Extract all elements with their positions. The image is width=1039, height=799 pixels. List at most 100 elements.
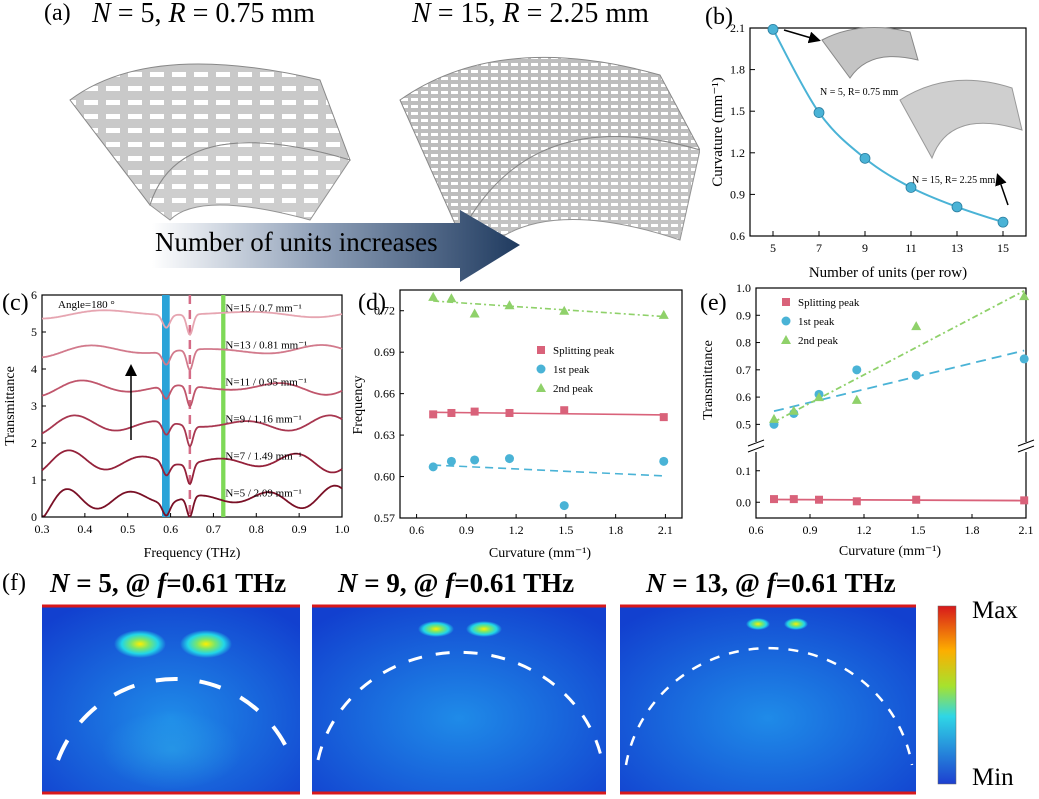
chart-d-ytick-label: 0.60 (374, 470, 395, 484)
chart-e-fit-line (773, 498, 1025, 502)
chart-d-point (428, 291, 439, 301)
chart-c-xtick-label: 0.5 (120, 522, 135, 536)
chart-c-xtick-label: 0.3 (35, 522, 50, 536)
chart-e-ylabel: Transmittance (701, 340, 716, 420)
chart-d-fit-line (433, 300, 664, 318)
blue-band (162, 295, 170, 517)
chart-e-point (911, 321, 922, 331)
chart-b-point (813, 107, 825, 118)
chart-d-ytick-label: 0.63 (374, 428, 395, 442)
chart-e-legend-marker (782, 298, 790, 306)
chart-e-point (770, 495, 778, 504)
chart-c-series-label: N=15 / 0.7 mm⁻¹ (225, 303, 301, 315)
chart-b-xtick-label: 7 (816, 241, 822, 255)
chart-d-point (505, 408, 514, 417)
chart-b-ytick-label: 1.5 (730, 104, 745, 118)
inset-small-cylinder (821, 27, 919, 79)
panel-a-left-title: N = 5, R = 0.75 mm (92, 0, 315, 29)
chart-c-ylabel: Transmittance (3, 366, 18, 446)
chart-e-legend-label: 2nd peak (798, 335, 839, 347)
map-3-title: N = 13, @ f=0.61 THz (646, 568, 896, 598)
green-band (221, 295, 226, 517)
chart-c-series-line (41, 344, 343, 372)
chart-e-point (851, 394, 862, 404)
annot-top: N = 5, R= 0.75 mm (820, 87, 898, 98)
chart-e-fit-line (773, 349, 1025, 413)
chart-e-point (1020, 496, 1029, 505)
panel-a-illustration (69, 56, 700, 282)
colorbar-max-label: Max (972, 597, 1018, 624)
chart-b-ylabel: Curvature (mm⁻¹) (710, 77, 726, 186)
chart-e-frame (755, 287, 1027, 519)
panel-a-right-title: N = 15, R = 2.25 mm (412, 0, 649, 29)
chart-b-point (997, 216, 1009, 228)
chart-e-point (769, 413, 779, 423)
chart-e-legend-marker (781, 335, 791, 344)
chart-d-point (504, 454, 514, 464)
chart-b-xtick-label: 13 (951, 241, 963, 255)
field-map-3 (620, 604, 916, 795)
chart-b-xtick-label: 15 (997, 241, 1009, 255)
chart-c-ytick-label: 3 (31, 399, 37, 413)
chart-c-series-label: N=5 / 2.09 mm⁻¹ (225, 488, 301, 500)
chart-e-xlabel: Curvature (mm⁻¹) (839, 544, 942, 559)
chart-d-point (559, 501, 569, 511)
chart-d-xlabel: Curvature (mm⁻¹) (489, 546, 592, 561)
chart-b-xtick-label: 5 (770, 241, 776, 255)
chart-e-xtick-label: 2.1 (1019, 523, 1034, 537)
chart-b-point (859, 152, 871, 164)
chart-c-series-line (41, 414, 343, 448)
chart-e-point (815, 495, 823, 504)
chart-e-point (1019, 291, 1030, 301)
chart-d: 0.6 0.9 1.2 1.5 1.8 2.1 0.57 0.60 0.63 0.66 0.69 0.… (351, 289, 683, 561)
chart-e-point (789, 495, 798, 504)
chart-b-point (767, 23, 779, 35)
chart-e-xtick-label: 1.2 (857, 523, 872, 537)
map-2-title: N = 9, @ f=0.61 THz (338, 568, 575, 598)
chart-d-point (428, 462, 438, 472)
colorbar (937, 605, 957, 785)
chart-c-series-line (41, 309, 343, 336)
chart-d-point (470, 455, 480, 465)
chart-e-xtick-label: 1.5 (911, 523, 926, 537)
chart-e-xtick-label: 1.8 (965, 523, 980, 537)
chart-d-ylabel: Frequency (351, 375, 366, 434)
chart-e-ytick-label: 0.1 (736, 464, 751, 478)
chart-d-point (658, 309, 669, 319)
colorbar-min-label: Min (972, 764, 1014, 791)
field-map-1 (42, 604, 300, 795)
arrow-text: Number of units increases (155, 227, 438, 257)
chart-d-point (560, 406, 569, 415)
chart-d-legend-label: 2nd peak (553, 383, 594, 395)
panel-e-label: (e) (700, 290, 727, 316)
chart-e-ytick-label: 0.9 (736, 308, 751, 322)
chart-d-point (446, 293, 457, 303)
panel-a-label: (a) (44, 0, 71, 26)
chart-d-legend-label: 1st peak (553, 364, 590, 376)
chart-c-series-label: N=9 / 1.16 mm⁻¹ (225, 414, 301, 426)
chart-d-point (504, 300, 515, 310)
chart-c: N=5 / 2.09 mm⁻¹ N=7 / 1.49 mm⁻¹ N=9 / 1.16… (3, 288, 350, 561)
chart-d-legend-marker (536, 383, 546, 392)
chart-e-ytick-label: 0.6 (736, 390, 751, 404)
chart-c-xtick-label: 0.4 (77, 522, 92, 536)
chart-d-fit-line (433, 464, 664, 477)
chart-e-xtick-label: 0.6 (749, 523, 764, 537)
chart-e-point (1019, 354, 1029, 364)
chart-b-point (951, 201, 963, 213)
chart-d-xtick-label: 1.5 (558, 523, 573, 537)
chart-b-xtick-label: 11 (905, 241, 917, 255)
increase-arrow (152, 210, 520, 282)
chart-c-xtick-label: 0.6 (163, 522, 178, 536)
chart-d-ytick-label: 0.69 (374, 345, 395, 359)
chart-e-ytick-label: 1.0 (736, 281, 751, 295)
chart-c-ytick-label: 2 (31, 436, 37, 450)
field-maps (42, 604, 957, 795)
chart-d-xtick-label: 1.2 (509, 523, 524, 537)
angle-text: Angle=180 ° (58, 299, 115, 311)
panel-d-label: (d) (358, 290, 386, 316)
chart-b-xtick-label: 9 (862, 241, 868, 255)
chart-e-legend-label: 1st peak (798, 316, 835, 328)
chart-d-point (559, 305, 570, 315)
panel-f-label: (f) (2, 570, 26, 596)
